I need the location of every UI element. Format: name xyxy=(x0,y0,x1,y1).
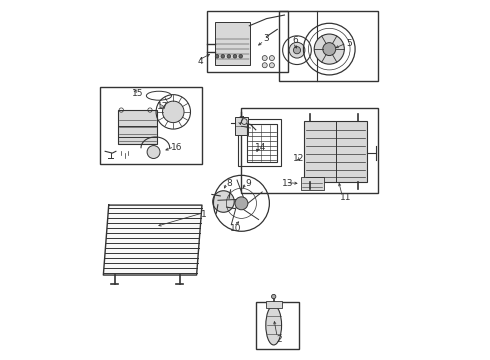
Circle shape xyxy=(271,294,276,299)
Text: 10: 10 xyxy=(230,224,242,233)
Circle shape xyxy=(147,145,160,158)
Circle shape xyxy=(270,55,274,60)
Bar xyxy=(207,12,288,72)
Text: 14: 14 xyxy=(255,143,267,152)
Bar xyxy=(279,12,378,81)
Polygon shape xyxy=(103,205,202,275)
Text: 9: 9 xyxy=(245,179,251,188)
Text: 13: 13 xyxy=(282,179,294,188)
Circle shape xyxy=(294,46,300,54)
Bar xyxy=(118,110,157,144)
Text: 8: 8 xyxy=(226,179,232,188)
Text: 7: 7 xyxy=(239,116,245,125)
Text: 12: 12 xyxy=(293,154,304,163)
Bar xyxy=(215,22,250,65)
Circle shape xyxy=(235,197,248,210)
Ellipse shape xyxy=(266,306,282,345)
Circle shape xyxy=(163,101,184,123)
Text: 6: 6 xyxy=(293,36,298,45)
Bar xyxy=(300,177,324,190)
Bar xyxy=(247,125,277,162)
Circle shape xyxy=(213,191,234,212)
Bar xyxy=(100,87,202,164)
Text: 4: 4 xyxy=(197,57,203,66)
Circle shape xyxy=(262,55,267,60)
Circle shape xyxy=(242,119,247,125)
Circle shape xyxy=(227,54,231,58)
Text: 11: 11 xyxy=(340,193,351,202)
Text: 1: 1 xyxy=(201,210,207,219)
Bar xyxy=(266,301,282,309)
Circle shape xyxy=(270,63,274,68)
Text: 2: 2 xyxy=(276,335,282,344)
Text: 3: 3 xyxy=(264,34,270,43)
Text: 5: 5 xyxy=(346,39,352,48)
Text: 17: 17 xyxy=(157,102,168,111)
Circle shape xyxy=(221,54,224,58)
Circle shape xyxy=(262,63,267,68)
Circle shape xyxy=(323,42,336,55)
Bar xyxy=(242,108,378,193)
Bar xyxy=(238,119,281,166)
Circle shape xyxy=(233,54,237,58)
Circle shape xyxy=(215,54,219,58)
Bar xyxy=(235,117,248,135)
Text: 15: 15 xyxy=(132,89,143,98)
Text: 16: 16 xyxy=(171,143,183,152)
Circle shape xyxy=(239,54,243,58)
Circle shape xyxy=(314,34,344,64)
Bar xyxy=(304,121,367,182)
Circle shape xyxy=(289,42,305,58)
Bar xyxy=(256,302,299,348)
